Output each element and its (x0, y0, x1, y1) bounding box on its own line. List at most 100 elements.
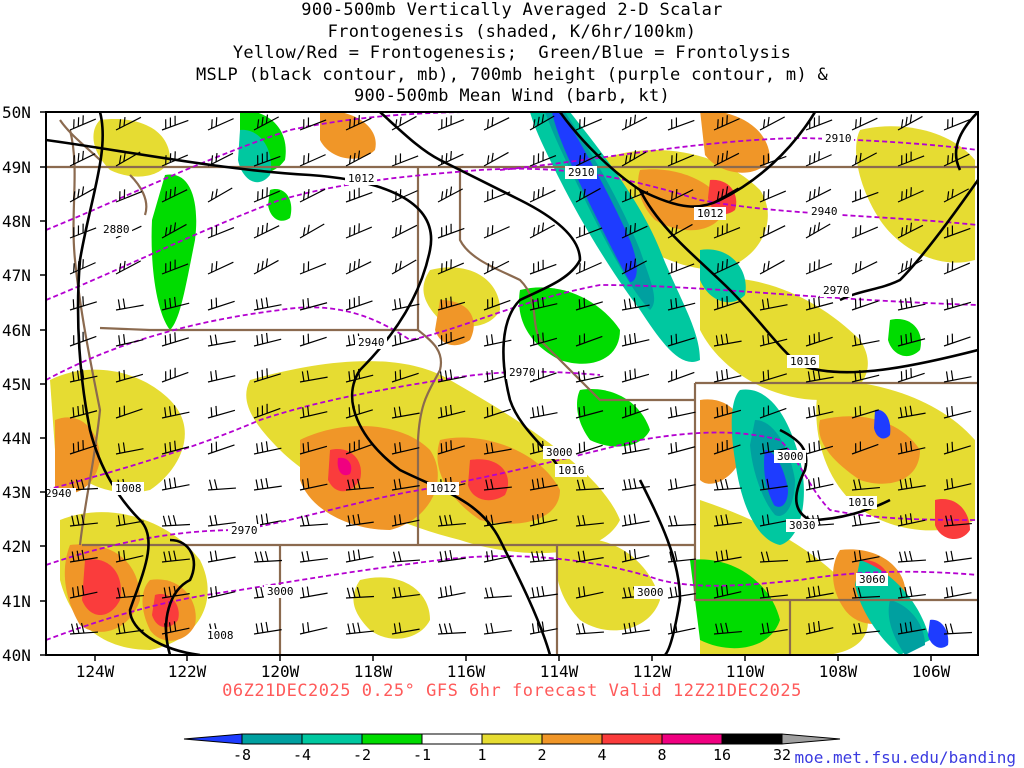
wind-barb (483, 334, 512, 347)
wind-barb (805, 550, 834, 563)
wind-barb (253, 151, 281, 167)
wind-barb (897, 297, 926, 311)
wind-barb (437, 440, 465, 455)
wind-barb (713, 549, 742, 563)
wind-barb (851, 550, 880, 563)
wind-barb (483, 151, 509, 167)
wind-barb (759, 334, 788, 347)
wind-barb (253, 297, 282, 311)
wind-barb (483, 514, 512, 527)
source-credit-link[interactable]: moe.met.fsu.edu/banding (794, 748, 1016, 767)
height-label: 3000 (264, 585, 296, 598)
wind-barb (529, 477, 558, 491)
wind-barb (253, 621, 282, 635)
wind-barb (161, 405, 190, 419)
wind-barb (805, 621, 834, 635)
wind-barb (713, 115, 740, 131)
wind-barb (943, 406, 972, 419)
wind-barb (667, 333, 695, 347)
wind-barb (161, 621, 190, 635)
wind-barb (253, 258, 279, 275)
wind-barb (621, 441, 650, 455)
height-label: 2910 (822, 132, 854, 145)
wind-barb (897, 621, 926, 635)
wind-barb (621, 297, 650, 311)
wind-barb (667, 223, 693, 239)
wind-barb (897, 187, 924, 203)
wind-barb (69, 404, 98, 419)
wind-barb (575, 550, 604, 563)
wind-barb (897, 405, 926, 419)
wind-barb (207, 187, 233, 203)
height-label-text: 2970 (823, 284, 850, 297)
height-label-text: 3030 (789, 519, 816, 532)
wind-barb (851, 370, 880, 383)
wind-barb (667, 550, 696, 563)
wind-barb (299, 261, 327, 275)
wind-barb (667, 369, 695, 383)
wind-barb (115, 151, 141, 167)
wind-barb (529, 621, 558, 635)
height-label: 3000 (634, 586, 666, 599)
wind-barb (437, 331, 465, 347)
wind-barb (575, 479, 604, 491)
lon-label: 108W (819, 662, 858, 681)
height-label: 3060 (856, 573, 888, 586)
wind-barb (391, 259, 417, 275)
chart-title: 900-500mb Vertically Averaged 2-D Scalar… (0, 0, 1024, 108)
lon-label: 116W (447, 662, 486, 681)
wind-barb (253, 368, 281, 383)
wind-barb (529, 186, 556, 203)
height-label-text: 3060 (859, 573, 886, 586)
wind-barb (851, 261, 878, 275)
wind-barb (575, 586, 604, 599)
wind-barb (483, 260, 510, 275)
wind-barb (943, 333, 971, 347)
wind-barb (805, 440, 834, 455)
wind-barb (207, 261, 234, 275)
lat-label: 49N (2, 158, 31, 177)
wind-barb (759, 478, 788, 491)
height-label-text: 3000 (637, 586, 664, 599)
wind-barb (115, 189, 143, 203)
wind-barb (161, 151, 189, 167)
wind-barb (69, 186, 95, 203)
wind-barb (529, 259, 557, 275)
wind-barb (69, 259, 96, 275)
wind-barb (69, 549, 98, 563)
height-label: 2940 (355, 336, 387, 349)
wind-barb (575, 225, 603, 239)
mslp-label: 1008 (204, 629, 236, 642)
wind-barb (897, 477, 926, 491)
wind-barb (437, 514, 466, 527)
wind-barb (345, 587, 374, 599)
wind-barb (805, 115, 833, 131)
wind-barb (713, 333, 742, 347)
wind-barb (115, 298, 144, 311)
wind-barb (115, 550, 144, 563)
wind-barb (897, 550, 926, 563)
wind-barb (713, 404, 742, 419)
wind-barb (483, 405, 511, 419)
wind-barb (483, 478, 512, 491)
wind-barb (345, 404, 373, 419)
wind-barb (483, 297, 511, 311)
wind-barb (299, 188, 326, 203)
wind-barb (345, 295, 373, 311)
wind-barb (69, 585, 98, 599)
colorbar-arrow-right (781, 733, 841, 745)
wind-barb (483, 189, 511, 203)
wind-barb (621, 187, 649, 203)
height-label-text: 2910 (568, 166, 595, 179)
wind-barb (115, 116, 142, 131)
wind-barb (713, 622, 742, 635)
wind-barb (437, 296, 466, 311)
wind-barb (391, 514, 420, 527)
wind-barb (345, 258, 372, 275)
wind-barb (161, 440, 190, 455)
wind-barb (529, 151, 557, 167)
wind-barb (667, 406, 696, 419)
wind-barb (897, 586, 926, 599)
wind-barb (161, 515, 190, 527)
wind-barb (483, 587, 512, 599)
